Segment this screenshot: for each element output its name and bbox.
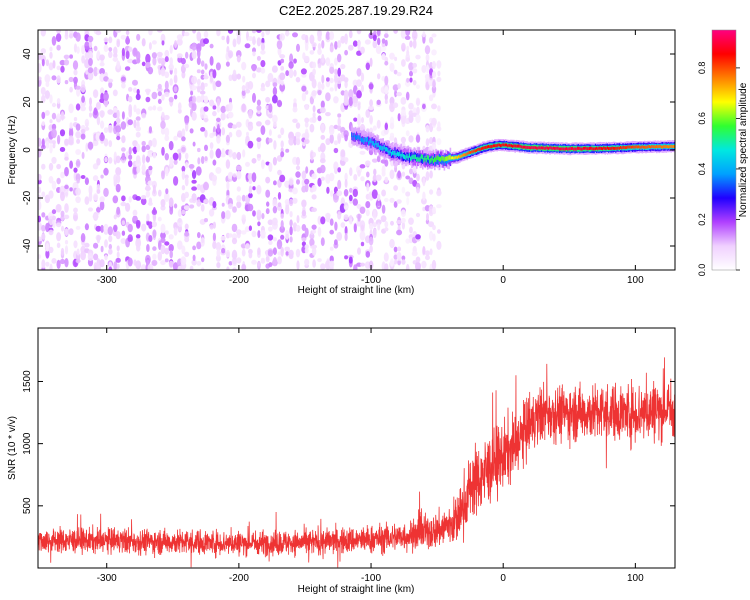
snr-x-label: Height of straight line (km) bbox=[298, 584, 415, 595]
y-tick-label: -20 bbox=[22, 190, 33, 205]
colorbar-frame bbox=[711, 29, 737, 271]
x-tick-label: -200 bbox=[229, 275, 249, 286]
x-tick-label: -300 bbox=[97, 573, 117, 584]
colorbar-tick-label: 0.2 bbox=[697, 213, 707, 226]
y-tick-label: 40 bbox=[22, 48, 33, 60]
snr-y-label: SNR (10 * v/v) bbox=[7, 416, 18, 480]
colorbar-tick-label: 0.0 bbox=[697, 264, 707, 277]
colorbar-ticks: 0.0 0.2 0.4 0.6 0.8 bbox=[697, 62, 740, 277]
x-tick-label: -200 bbox=[229, 573, 249, 584]
snr-panel: -300 -200 -100 0 100 500 1000 1500 Height of s… bbox=[7, 327, 676, 595]
spectrogram-heatmap bbox=[38, 30, 675, 270]
spectrogram-x-label: Height of straight line (km) bbox=[298, 285, 415, 296]
y-tick-label: 1000 bbox=[22, 432, 33, 455]
x-tick-label: 0 bbox=[500, 275, 506, 286]
snr-frame bbox=[37, 327, 676, 569]
x-tick-label: 0 bbox=[500, 573, 506, 584]
snr-y-ticks: 500 1000 1500 bbox=[22, 370, 675, 514]
x-tick-label: 100 bbox=[627, 275, 644, 286]
y-tick-label: 0 bbox=[22, 147, 33, 153]
y-tick-label: 1500 bbox=[22, 370, 33, 393]
y-tick-label: 500 bbox=[22, 497, 33, 514]
spectrogram-x-ticks: -300 -200 -100 0 100 bbox=[97, 30, 644, 286]
snr-series-line bbox=[38, 357, 675, 568]
x-tick-label: 100 bbox=[627, 573, 644, 584]
y-tick-label: -40 bbox=[22, 238, 33, 253]
x-tick-label: -100 bbox=[361, 275, 381, 286]
spectrogram-y-ticks: -40 -20 0 20 40 bbox=[22, 48, 675, 253]
figure-title: C2E2.2025.287.19.29.R24 bbox=[279, 3, 433, 18]
colorbar: 0.0 0.2 0.4 0.6 0.8 Normalized spectral ampl… bbox=[697, 29, 749, 277]
colorbar-tick-label: 0.6 bbox=[697, 112, 707, 125]
colorbar-tick-label: 0.4 bbox=[697, 163, 707, 176]
colorbar-gradient bbox=[712, 30, 736, 270]
x-tick-label: -100 bbox=[361, 573, 381, 584]
x-tick-label: -300 bbox=[97, 275, 117, 286]
spectrogram-y-label: Frequency (Hz) bbox=[7, 116, 18, 185]
snr-x-ticks: -300 -200 -100 0 100 bbox=[97, 328, 644, 584]
colorbar-tick-label: 0.8 bbox=[697, 62, 707, 75]
colorbar-label: Normalized spectral amplitude bbox=[738, 82, 749, 217]
y-tick-label: 20 bbox=[22, 96, 33, 108]
